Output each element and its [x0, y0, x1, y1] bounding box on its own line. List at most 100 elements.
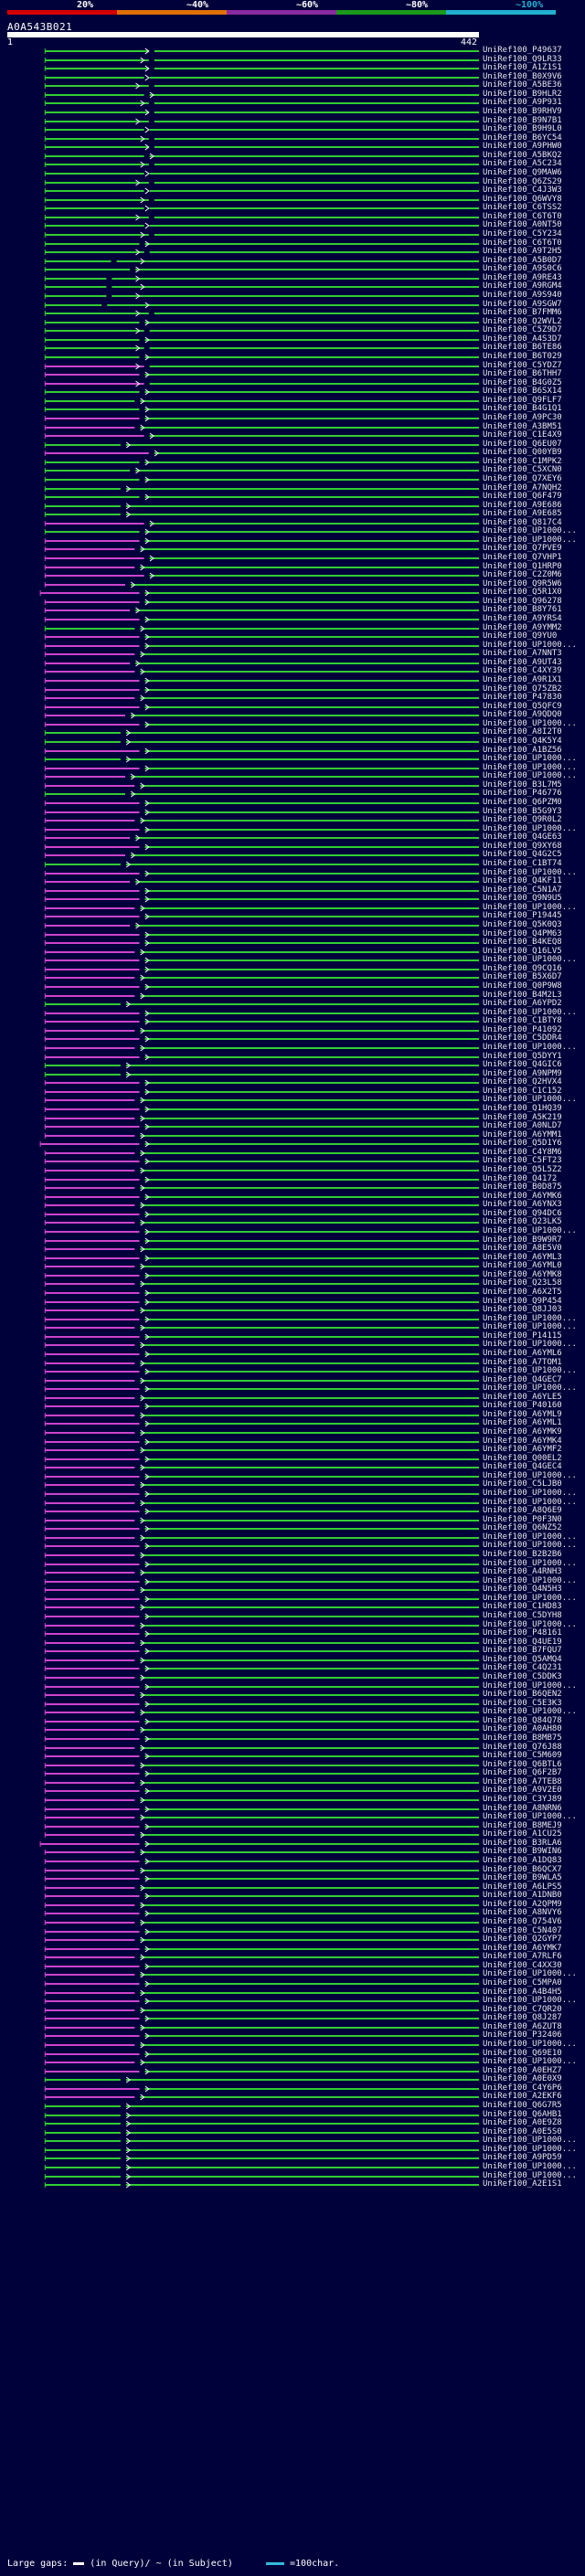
- hit-label[interactable]: UniRef100_P19445: [483, 911, 562, 920]
- hit-label[interactable]: UniRef100_Q94DC6: [483, 1209, 562, 1218]
- hit-label[interactable]: UniRef100_B4G1Q1: [483, 404, 562, 413]
- hit-label[interactable]: UniRef100_A6YMF2: [483, 1445, 562, 1454]
- hit-label[interactable]: UniRef100_Q9P454: [483, 1297, 562, 1306]
- hit-label[interactable]: UniRef100_Q9XY68: [483, 842, 562, 851]
- hit-label[interactable]: UniRef100_UP1000...: [483, 1489, 577, 1498]
- hit-label[interactable]: UniRef100_Q9N9U5: [483, 894, 562, 903]
- hit-label[interactable]: UniRef100_Q4GEC7: [483, 1375, 562, 1384]
- hit-label[interactable]: UniRef100_C1BTY8: [483, 1016, 562, 1025]
- hit-label[interactable]: UniRef100_C5FT23: [483, 1156, 562, 1165]
- hit-label[interactable]: UniRef100_B7FQU7: [483, 1646, 562, 1655]
- hit-label[interactable]: UniRef100_B2B2B6: [483, 1550, 562, 1559]
- hit-label[interactable]: UniRef100_C5E3K3: [483, 1699, 562, 1708]
- hit-label[interactable]: UniRef100_A7TOM1: [483, 1358, 562, 1367]
- hit-label[interactable]: UniRef100_B6YC54: [483, 133, 562, 143]
- hit-label[interactable]: UniRef100_A0AH80: [483, 1724, 562, 1733]
- hit-label[interactable]: UniRef100_C6T6T0: [483, 239, 562, 248]
- hit-label[interactable]: UniRef100_A9E686: [483, 501, 562, 510]
- hit-label[interactable]: UniRef100_UP1000...: [483, 754, 577, 763]
- hit-label[interactable]: UniRef100_C5LJB0: [483, 1479, 562, 1489]
- hit-label[interactable]: UniRef100_B6T029: [483, 352, 562, 361]
- hit-label[interactable]: UniRef100_UP1000...: [483, 2162, 577, 2171]
- hit-label[interactable]: UniRef100_Q6NZ52: [483, 1523, 562, 1532]
- hit-label[interactable]: UniRef100_Q5L5Z2: [483, 1165, 562, 1174]
- hit-label[interactable]: UniRef100_P48161: [483, 1628, 562, 1638]
- hit-label[interactable]: UniRef100_A1BZ56: [483, 746, 562, 755]
- hit-label[interactable]: UniRef100_A6LPS5: [483, 1882, 562, 1892]
- hit-label[interactable]: UniRef100_Q2HVX4: [483, 1077, 562, 1087]
- hit-label[interactable]: UniRef100_C4Q231: [483, 1663, 562, 1672]
- hit-label[interactable]: UniRef100_A4S3D7: [483, 334, 562, 344]
- hit-label[interactable]: UniRef100_Q4N5H3: [483, 1585, 562, 1594]
- hit-label[interactable]: UniRef100_Q1HQ39: [483, 1104, 562, 1113]
- hit-label[interactable]: UniRef100_A9S940: [483, 291, 562, 300]
- hit-label[interactable]: UniRef100_UP1000...: [483, 1620, 577, 1629]
- hit-label[interactable]: UniRef100_P49637: [483, 46, 562, 55]
- hit-label[interactable]: UniRef100_UP1000...: [483, 1226, 577, 1235]
- hit-label[interactable]: UniRef100_P46776: [483, 789, 562, 798]
- hit-label[interactable]: UniRef100_B5X6D7: [483, 972, 562, 981]
- hit-label[interactable]: UniRef100_A7NNT3: [483, 649, 562, 658]
- hit-label[interactable]: UniRef100_A9T2H5: [483, 247, 562, 256]
- hit-label[interactable]: UniRef100_A2E1S1: [483, 2179, 562, 2189]
- hit-label[interactable]: UniRef100_B5G9Y3: [483, 807, 562, 816]
- hit-label[interactable]: UniRef100_Q7XEY6: [483, 474, 562, 483]
- hit-label[interactable]: UniRef100_A9E685: [483, 509, 562, 518]
- hit-label[interactable]: UniRef100_B8MB75: [483, 1733, 562, 1743]
- hit-label[interactable]: UniRef100_A6X2T5: [483, 1288, 562, 1297]
- hit-label[interactable]: UniRef100_Q9R0L2: [483, 815, 562, 824]
- hit-label[interactable]: UniRef100_Q9MAW6: [483, 168, 562, 177]
- hit-label[interactable]: UniRef100_B0D875: [483, 1182, 562, 1192]
- hit-label[interactable]: UniRef100_B4M2L3: [483, 991, 562, 1000]
- hit-label[interactable]: UniRef100_A5C234: [483, 159, 562, 168]
- hit-label[interactable]: UniRef100_Q6PZM0: [483, 798, 562, 807]
- hit-label[interactable]: UniRef100_A9PC30: [483, 413, 562, 422]
- hit-label[interactable]: UniRef100_C4Y8M6: [483, 1148, 562, 1157]
- hit-label[interactable]: UniRef100_A6YMK7: [483, 1944, 562, 1953]
- hit-label[interactable]: UniRef100_A6YMK6: [483, 1192, 562, 1201]
- hit-label[interactable]: UniRef100_A6ZUT8: [483, 2022, 562, 2031]
- hit-label[interactable]: UniRef100_Q6BTL6: [483, 1760, 562, 1769]
- hit-label[interactable]: UniRef100_C5N1A7: [483, 885, 562, 895]
- hit-label[interactable]: UniRef100_C4XY39: [483, 666, 562, 675]
- hit-label[interactable]: UniRef100_C5M609: [483, 1751, 562, 1760]
- hit-label[interactable]: UniRef100_A0E0X9: [483, 2074, 562, 2083]
- hit-label[interactable]: UniRef100_C5Y234: [483, 229, 562, 239]
- hit-label[interactable]: UniRef100_C6TSS2: [483, 203, 562, 212]
- hit-label[interactable]: UniRef100_C5DYH8: [483, 1611, 562, 1620]
- hit-label[interactable]: UniRef100_Q4GEC4: [483, 1462, 562, 1471]
- hit-label[interactable]: UniRef100_A0NLD7: [483, 1121, 562, 1130]
- hit-label[interactable]: UniRef100_Q9R5W6: [483, 579, 562, 588]
- hit-label[interactable]: UniRef100_C5DDK3: [483, 1672, 562, 1681]
- hit-label[interactable]: UniRef100_C5XCN0: [483, 465, 562, 474]
- hit-label[interactable]: UniRef100_B8MEJ9: [483, 1821, 562, 1830]
- hit-label[interactable]: UniRef100_A9SGW7: [483, 300, 562, 309]
- hit-label[interactable]: UniRef100_B8Y761: [483, 605, 562, 614]
- hit-label[interactable]: UniRef100_B3RLA6: [483, 1839, 562, 1848]
- hit-label[interactable]: UniRef100_B7FMM6: [483, 308, 562, 317]
- hit-label[interactable]: UniRef100_A5BE36: [483, 80, 562, 90]
- hit-label[interactable]: UniRef100_A6YML9: [483, 1410, 562, 1419]
- hit-label[interactable]: UniRef100_C1BT74: [483, 859, 562, 868]
- hit-label[interactable]: UniRef100_C5YDZ7: [483, 361, 562, 370]
- hit-label[interactable]: UniRef100_A6YMM1: [483, 1130, 562, 1140]
- hit-label[interactable]: UniRef100_A2EKF6: [483, 2092, 562, 2101]
- hit-label[interactable]: UniRef100_Q4K5Y4: [483, 737, 562, 746]
- hit-label[interactable]: UniRef100_Q5K0Q3: [483, 920, 562, 929]
- hit-label[interactable]: UniRef100_A9RGM4: [483, 281, 562, 291]
- hit-label[interactable]: UniRef100_A0EHZ7: [483, 2066, 562, 2075]
- hit-label[interactable]: UniRef100_UP1000...: [483, 2040, 577, 2049]
- hit-label[interactable]: UniRef100_Q1HRP0: [483, 562, 562, 571]
- hit-label[interactable]: UniRef100_C3YJ89: [483, 1795, 562, 1804]
- hit-label[interactable]: UniRef100_Q6WVY8: [483, 195, 562, 204]
- hit-label[interactable]: UniRef100_C1E4X9: [483, 430, 562, 440]
- hit-label[interactable]: UniRef100_A4RNH3: [483, 1567, 562, 1576]
- hit-label[interactable]: UniRef100_A0NT50: [483, 220, 562, 229]
- hit-label[interactable]: UniRef100_C4J3W3: [483, 186, 562, 195]
- hit-label[interactable]: UniRef100_Q8J287: [483, 2013, 562, 2022]
- hit-label[interactable]: UniRef100_UP1000...: [483, 771, 577, 780]
- hit-label[interactable]: UniRef100_B6THH7: [483, 369, 562, 378]
- hit-label[interactable]: UniRef100_UP1000...: [483, 2145, 577, 2154]
- hit-label[interactable]: UniRef100_C7QR20: [483, 2005, 562, 2014]
- hit-label[interactable]: UniRef100_P0F3N0: [483, 1515, 562, 1524]
